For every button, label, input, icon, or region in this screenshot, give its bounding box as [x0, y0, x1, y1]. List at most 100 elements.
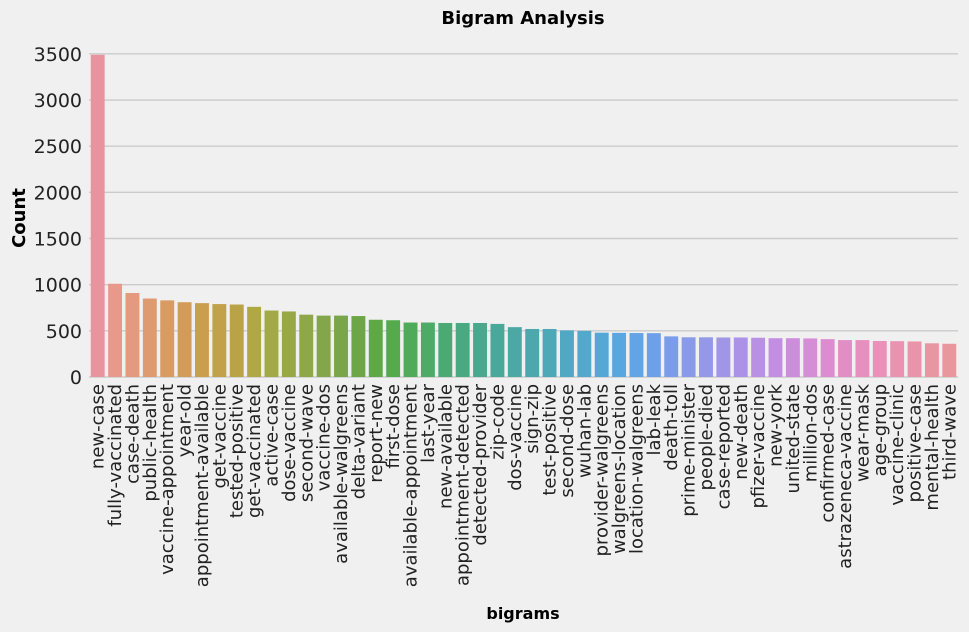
x-tick-label: astrazeneca-vaccine	[835, 384, 856, 569]
bar-pfizer-vaccine	[751, 337, 766, 377]
y-tick-label: 1500	[34, 229, 82, 251]
x-tick-label: get-vaccine	[209, 384, 230, 489]
y-tick-label: 3500	[34, 44, 82, 66]
bar-available-appointment	[403, 322, 418, 377]
bar-dose-vaccine	[281, 311, 296, 377]
bar-fully-vaccinated	[108, 283, 123, 377]
x-tick-label: confirmed-case	[818, 384, 839, 523]
x-tick-label: available-walgreens	[331, 384, 352, 564]
x-tick-label: lab-leak	[644, 383, 665, 455]
bar-second-wave	[299, 314, 314, 377]
bar-detected-provider	[473, 322, 488, 377]
bar-united-state	[785, 338, 800, 377]
bar-provider-walgreens	[594, 332, 609, 377]
y-tick-label: 2000	[34, 182, 82, 204]
bar-vaccine-appointment	[160, 300, 175, 377]
x-tick-label: tested-positive	[227, 384, 248, 518]
x-tick-label: new-case	[88, 384, 109, 469]
x-tick-label: first-dose	[383, 384, 404, 469]
bar-zip-code	[490, 323, 505, 377]
y-axis-label: Count	[9, 188, 30, 248]
x-tick-label: sign-zip	[522, 384, 543, 454]
x-tick-label: active-case	[261, 384, 282, 487]
x-tick-label: million-dos	[800, 384, 821, 482]
bar-appointment-detected	[455, 322, 470, 377]
x-tick-label: case-reported	[713, 384, 734, 509]
x-tick-label: wear-mask	[852, 383, 873, 482]
bar-vaccine-clinic	[890, 341, 905, 377]
bar-age-group	[872, 340, 887, 377]
x-tick-label: last-year	[418, 383, 439, 462]
bar-appointment-available	[195, 303, 209, 377]
x-tick-label: death-toll	[661, 384, 682, 471]
bar-location-walgreens	[629, 333, 644, 377]
x-axis-label: bigrams	[486, 604, 559, 623]
y-tick-label: 500	[46, 321, 82, 343]
bar-wear-mask	[855, 340, 870, 377]
x-tick-label: year-old	[175, 384, 196, 457]
bar-year-old	[177, 302, 192, 377]
bar-vaccine-dos	[316, 315, 331, 377]
bar-case-death	[125, 292, 140, 377]
bar-tested-positive	[229, 304, 244, 377]
bar-positive-case	[907, 341, 922, 377]
bar-public-health	[142, 298, 157, 377]
bar-confirmed-case	[820, 339, 835, 377]
x-tick-label: appointment-detected	[453, 384, 474, 586]
bar-prime-minister	[681, 337, 696, 377]
x-tick-label: positive-case	[905, 384, 926, 502]
bar-sign-zip	[525, 328, 540, 377]
x-tick-label: zip-code	[487, 384, 508, 460]
x-tick-label: new-death	[731, 384, 752, 480]
bar-case-reported	[716, 337, 731, 377]
bar-death-toll	[664, 336, 679, 377]
x-tick-label: people-died	[696, 384, 717, 490]
bar-test-positive	[542, 328, 557, 377]
x-tick-label: dos-vaccine	[505, 384, 526, 491]
bar-dos-vaccine	[507, 327, 522, 377]
x-tick-label: walgreens-location	[609, 384, 630, 554]
bar-third-wave	[942, 343, 957, 377]
x-tick-label: second-dose	[557, 384, 578, 498]
bar-get-vaccinated	[247, 306, 262, 377]
bar-last-year	[420, 322, 435, 377]
x-tick-label: third-wave	[939, 384, 960, 480]
y-tick-label: 3000	[34, 90, 82, 112]
y-tick-label: 2500	[34, 136, 82, 158]
bar-second-dose	[559, 330, 574, 377]
x-tick-label: new-york	[766, 383, 787, 466]
x-tick-label: new-available	[435, 384, 456, 509]
x-tick-label: pfizer-vaccine	[748, 384, 769, 509]
bar-mental-health	[924, 343, 939, 377]
bars	[90, 54, 957, 377]
x-tick-label: vaccine-dos	[314, 384, 335, 491]
y-tick-label: 0	[70, 367, 82, 389]
chart-title: Bigram Analysis	[441, 8, 604, 29]
x-tick-label: united-state	[783, 384, 804, 493]
bar-wuhan-lab	[577, 330, 592, 377]
x-tick-label: dose-vaccine	[279, 384, 300, 502]
x-tick-label: available-appointment	[401, 384, 422, 587]
x-tick-label: report-new	[366, 384, 387, 483]
bar-new-available	[438, 322, 453, 377]
x-tick-label: vaccine-clinic	[887, 384, 908, 506]
bar-first-dose	[386, 320, 401, 377]
x-tick-label: mental-health	[922, 384, 943, 511]
x-tick-label: wuhan-lab	[574, 384, 595, 478]
x-tick-label: detected-provider	[470, 383, 491, 545]
bar-people-died	[699, 337, 713, 377]
bar-report-new	[368, 319, 383, 377]
x-tick-label: second-wave	[296, 384, 317, 502]
x-tick-labels: new-casefully-vaccinatedcase-deathpublic…	[88, 383, 961, 587]
bar-new-death	[733, 337, 748, 377]
x-tick-label: provider-walgreens	[592, 384, 613, 556]
x-tick-label: prime-minister	[679, 383, 700, 516]
x-tick-label: delta-variant	[348, 384, 369, 499]
x-tick-label: get-vaccinated	[244, 384, 265, 518]
bar-delta-variant	[351, 316, 366, 377]
y-tick-label: 1000	[34, 275, 82, 297]
x-tick-label: test-positive	[540, 384, 561, 496]
x-tick-label: appointment-available	[192, 384, 213, 587]
bar-new-case	[90, 54, 105, 377]
